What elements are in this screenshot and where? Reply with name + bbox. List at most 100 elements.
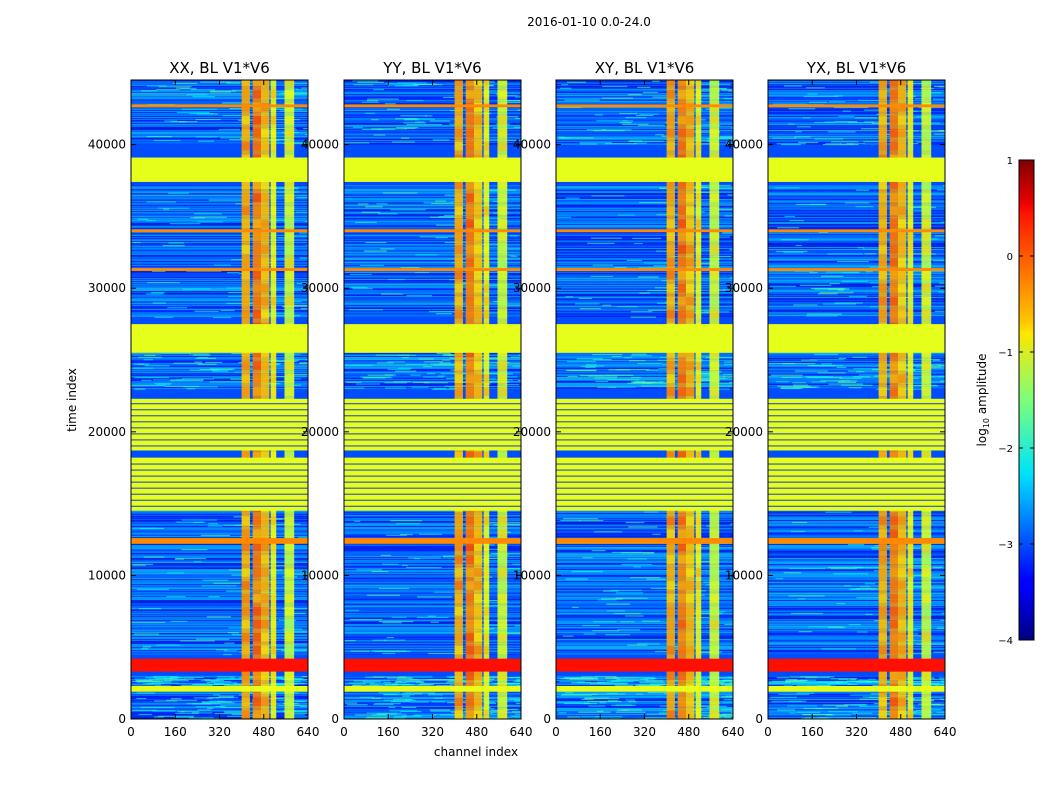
noise-speckle (898, 639, 915, 641)
noise-speckle (160, 352, 191, 355)
noise-row (768, 581, 945, 583)
noise-speckle (433, 714, 467, 716)
rfi-channel-cell (878, 555, 887, 564)
noise-speckle (830, 568, 857, 570)
noise-row (556, 528, 733, 530)
noise-row (556, 624, 733, 626)
noise-row (131, 194, 308, 196)
rfi-channel-cell (709, 115, 720, 125)
noise-row (344, 579, 521, 581)
noise-row (131, 518, 308, 520)
noise-row (768, 92, 945, 94)
noise-row (344, 248, 521, 250)
noise-row (556, 521, 733, 523)
noise-row (768, 546, 945, 548)
noise-speckle (776, 143, 806, 145)
noise-speckle (940, 221, 945, 223)
rfi-channel-cell (878, 80, 887, 86)
noise-speckle (607, 692, 618, 695)
noise-speckle (900, 235, 915, 237)
noise-speckle (709, 677, 733, 679)
noise-speckle (606, 610, 626, 612)
rfi-channel-cell (465, 180, 474, 190)
noise-speckle (408, 557, 441, 559)
noise-row (344, 553, 521, 555)
flag-separator (131, 403, 308, 405)
noise-row (768, 518, 945, 520)
noise-row (556, 361, 733, 363)
noise-speckle (291, 82, 308, 84)
noise-speckle (639, 202, 673, 204)
rfi-channel-cell (241, 219, 250, 228)
noise-row (556, 650, 733, 651)
noise-speckle (838, 381, 856, 383)
noise-speckle (910, 373, 929, 375)
noise-row (768, 126, 945, 128)
noise-row (768, 609, 945, 611)
noise-row (344, 99, 521, 101)
noise-row (768, 212, 945, 214)
noise-speckle (859, 586, 871, 588)
noise-row (768, 87, 945, 89)
noise-speckle (346, 381, 362, 383)
rfi-channel-cell (921, 645, 932, 655)
noise-speckle (402, 695, 410, 697)
noise-speckle (183, 386, 218, 388)
noise-row (131, 594, 308, 595)
noise-speckle (497, 95, 518, 97)
rfi-channel-cell (878, 542, 887, 551)
noise-speckle (353, 84, 374, 86)
noise-row (556, 239, 733, 241)
noise-speckle (353, 684, 379, 686)
noise-row (556, 185, 733, 187)
noise-speckle (349, 273, 372, 276)
noise-row (556, 364, 733, 366)
noise-row (768, 616, 945, 618)
noise-speckle (205, 361, 223, 363)
noise-speckle (827, 253, 863, 255)
noise-row (768, 204, 945, 205)
noise-speckle (508, 248, 521, 250)
noise-row (556, 651, 733, 653)
noise-speckle (805, 87, 825, 89)
rfi-channel-cell (677, 710, 686, 719)
noise-row (768, 354, 945, 356)
noise-row (768, 614, 945, 616)
rfi-channel-cell (270, 193, 277, 203)
noise-speckle (220, 309, 235, 312)
noise-speckle (922, 683, 945, 686)
rfi-channel-cell (473, 309, 483, 319)
noise-row (768, 134, 945, 136)
x-tick-label: 160 (589, 725, 612, 739)
noise-speckle (789, 712, 796, 714)
noise-speckle (558, 712, 567, 714)
rfi-channel-cell (284, 374, 295, 383)
noise-row (768, 578, 945, 580)
noise-speckle (372, 639, 388, 641)
noise-speckle (858, 99, 880, 102)
noise-row (556, 300, 733, 302)
noise-row (131, 537, 308, 539)
noise-speckle (170, 698, 182, 700)
noise-row (344, 135, 521, 137)
noise-speckle (723, 97, 733, 100)
rfi-channel-cell (666, 516, 675, 526)
rfi-channel-cell (473, 245, 483, 254)
noise-speckle (487, 85, 494, 87)
rfi-channel-cell (497, 245, 508, 254)
noise-speckle (943, 379, 945, 381)
noise-row (131, 289, 308, 291)
rfi-channel-cell (252, 632, 261, 642)
noise-speckle (305, 220, 308, 223)
noise-row (768, 102, 945, 104)
flagged-row (556, 398, 733, 451)
noise-row (768, 248, 945, 250)
noise-row (344, 89, 521, 91)
noise-row (131, 217, 308, 219)
noise-row (344, 365, 521, 367)
noise-row (768, 373, 945, 375)
noise-row (768, 203, 945, 205)
noise-row (344, 619, 521, 620)
rfi-channel-cell (454, 193, 463, 203)
noise-row (131, 648, 308, 650)
